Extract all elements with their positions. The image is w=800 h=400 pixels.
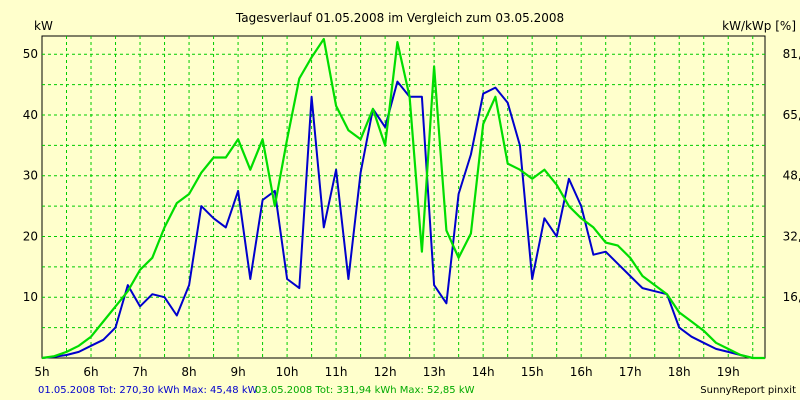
y-tick-label-left: 40 xyxy=(23,108,38,122)
x-tick-label: 9h xyxy=(230,365,245,379)
y-tick-label-left: 50 xyxy=(23,47,38,61)
y-axis-left-label: kW xyxy=(34,19,53,33)
y-tick-label-right: 65,1 xyxy=(783,108,800,122)
gridlines xyxy=(42,36,765,358)
y-tick-label-left: 20 xyxy=(23,229,38,243)
x-tick-label: 16h xyxy=(570,365,593,379)
y-tick-label-left: 10 xyxy=(23,290,38,304)
y-tick-label-right: 16,3 xyxy=(783,290,800,304)
axis-ticks: 5h 6h 7h 8h 9h 10h 11h 12h 13h 14h 15h 16h 17h 18h 19h… xyxy=(23,47,800,379)
x-tick-label: 12h xyxy=(374,365,397,379)
x-tick-label: 17h xyxy=(619,365,642,379)
series-lines xyxy=(41,37,765,360)
legend-series-1: 01.05.2008 Tot: 270,30 kWh Max: 45,48 kW xyxy=(38,385,258,396)
y-tick-label-left: 30 xyxy=(23,169,38,183)
y-tick-label-right: 48,8 xyxy=(783,169,800,183)
y-tick-label-right: 32,5 xyxy=(783,229,800,243)
x-tick-label: 11h xyxy=(325,365,348,379)
chart-title: Tagesverlauf 01.05.2008 im Vergleich zum… xyxy=(235,11,564,25)
plot-area xyxy=(41,35,766,359)
x-tick-label: 14h xyxy=(472,365,495,379)
y-tick-label-right: 81,3 xyxy=(783,47,800,61)
x-tick-label: 5h xyxy=(34,365,49,379)
x-tick-label: 13h xyxy=(423,365,446,379)
x-tick-label: 8h xyxy=(181,365,196,379)
x-tick-label: 15h xyxy=(521,365,544,379)
y-axis-right-label: kW/kWp [%] xyxy=(722,19,796,33)
series-line-2 xyxy=(41,37,765,360)
series-line-1 xyxy=(41,80,765,359)
legend-series-2: 03.05.2008 Tot: 331,94 kWh Max: 52,85 kW xyxy=(255,385,475,396)
x-tick-label: 18h xyxy=(668,365,691,379)
credit-label: SunnyReport pinxit xyxy=(700,385,796,396)
x-tick-label: 7h xyxy=(132,365,147,379)
x-tick-label: 10h xyxy=(276,365,299,379)
x-tick-label: 6h xyxy=(83,365,98,379)
x-tick-label: 19h xyxy=(717,365,740,379)
